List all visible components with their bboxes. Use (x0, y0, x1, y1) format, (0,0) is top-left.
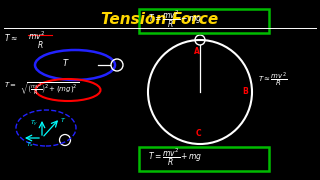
Text: $T = \dfrac{mv^2}{R} - mg$: $T = \dfrac{mv^2}{R} - mg$ (148, 8, 202, 30)
Text: $T \approx \dfrac{mv^2}{R}$: $T \approx \dfrac{mv^2}{R}$ (258, 71, 287, 89)
Text: Tension Force: Tension Force (101, 12, 219, 27)
Text: C: C (196, 129, 202, 138)
Text: $T_y$: $T_y$ (30, 119, 38, 129)
Text: $T = \dfrac{mv^2}{R} + mg$: $T = \dfrac{mv^2}{R} + mg$ (148, 146, 202, 168)
Text: $mv^2$: $mv^2$ (28, 30, 45, 42)
Text: $\sqrt{\left(\frac{mv^2}{R}\right)^{\!2}+(mg)^2}$: $\sqrt{\left(\frac{mv^2}{R}\right)^{\!2}… (20, 80, 79, 97)
Text: $T$: $T$ (62, 57, 70, 68)
Text: $T \approx$: $T \approx$ (4, 32, 18, 43)
Text: $T_x$: $T_x$ (26, 140, 35, 149)
Text: $R$: $R$ (37, 39, 44, 50)
Text: B: B (242, 87, 248, 96)
Text: $T$: $T$ (60, 116, 66, 124)
Text: $T=$: $T=$ (4, 80, 17, 89)
Text: A: A (194, 47, 200, 56)
